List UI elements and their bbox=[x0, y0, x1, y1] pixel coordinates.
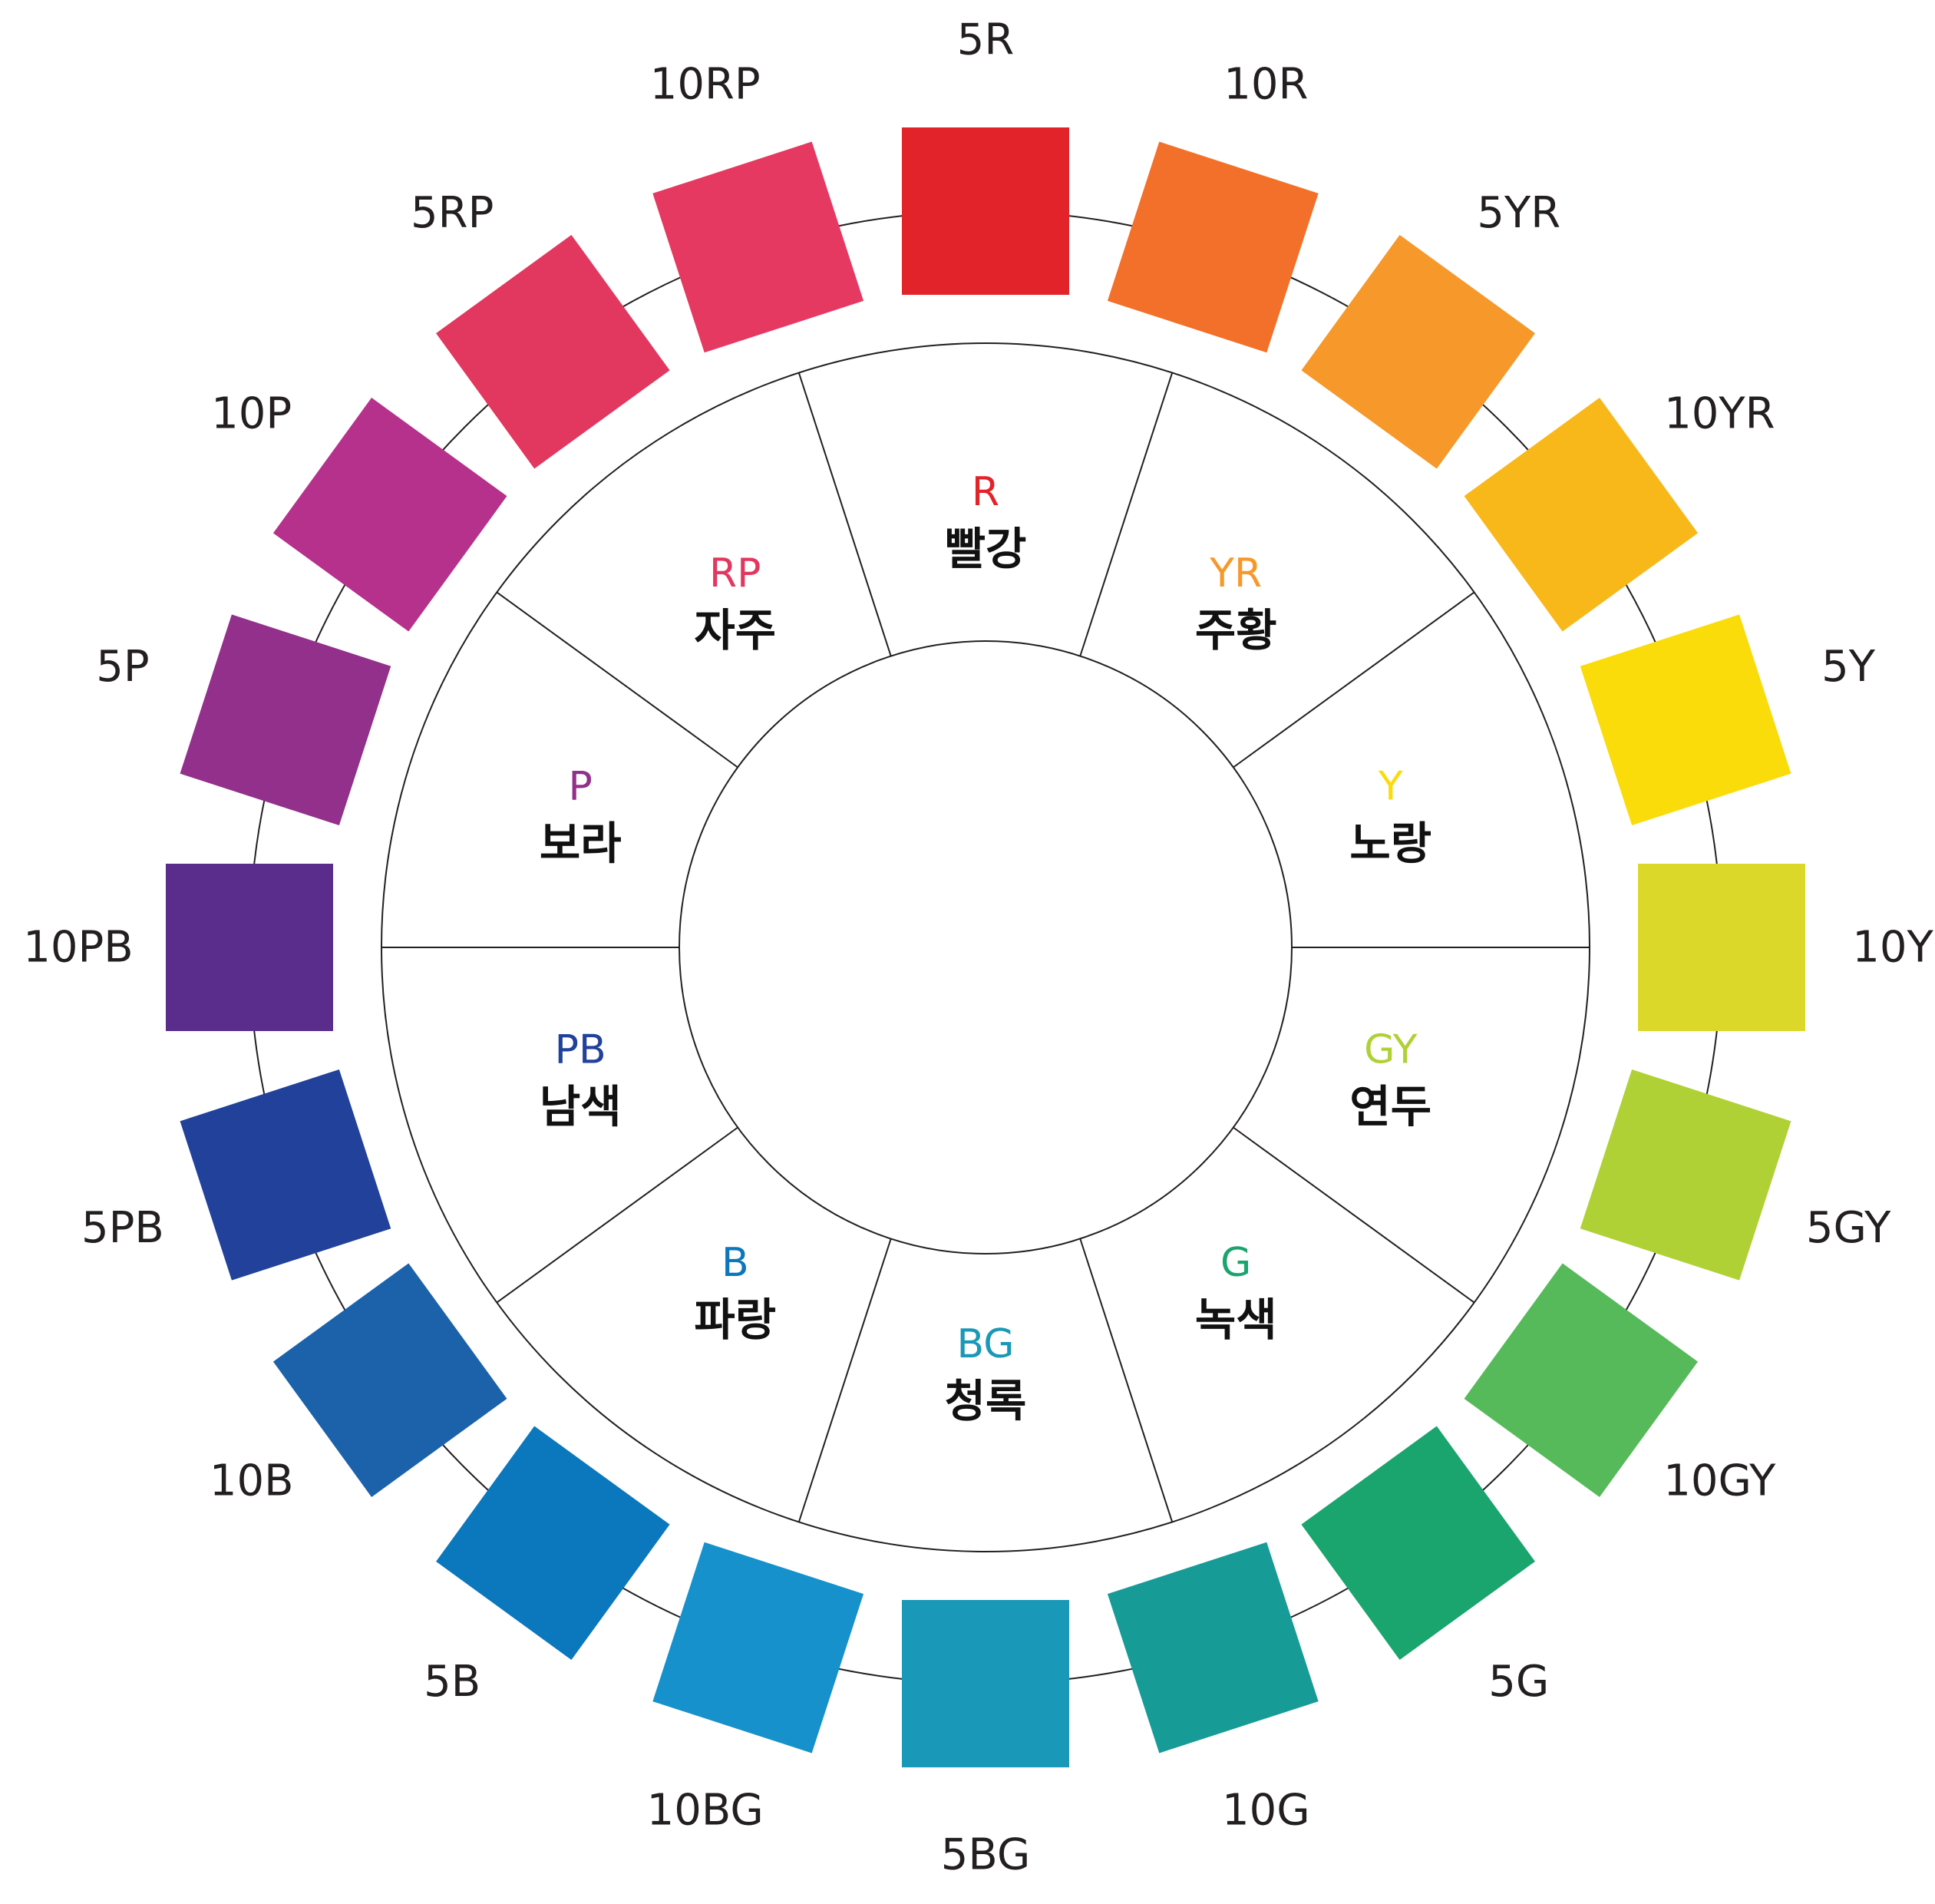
sector-code: GY bbox=[1364, 1027, 1418, 1073]
sector-code: P bbox=[569, 764, 593, 810]
sector-code: Y bbox=[1378, 764, 1403, 810]
swatch-label: 10GY bbox=[1663, 1456, 1776, 1506]
swatch-5bg bbox=[902, 1600, 1069, 1767]
swatch-label: 5PB bbox=[81, 1203, 164, 1253]
sector-name: 자주 bbox=[694, 604, 776, 656]
swatch-label: 5Y bbox=[1821, 642, 1876, 692]
swatch-label: 5RP bbox=[411, 188, 494, 238]
sector-name: 녹색 bbox=[1195, 1294, 1277, 1346]
swatch-10y bbox=[1638, 864, 1805, 1031]
swatch-label: 5GY bbox=[1806, 1203, 1891, 1253]
swatch-5r bbox=[902, 127, 1069, 295]
swatch-10rp bbox=[652, 141, 864, 353]
sector-name: 파랑 bbox=[694, 1294, 776, 1346]
swatch-10b bbox=[272, 1263, 507, 1497]
swatch-5yr bbox=[1301, 234, 1535, 469]
sector-divider bbox=[1233, 1126, 1475, 1304]
swatch-5p bbox=[180, 614, 391, 826]
swatch-label: 5P bbox=[96, 642, 149, 692]
sector-code: BG bbox=[956, 1321, 1014, 1367]
swatch-5pb bbox=[180, 1069, 391, 1281]
sector-code: B bbox=[721, 1240, 749, 1286]
sector-divider bbox=[1079, 1238, 1174, 1522]
sector-dividers bbox=[381, 372, 1590, 1522]
swatch-10gy bbox=[1464, 1263, 1699, 1497]
sector-divider bbox=[496, 591, 738, 769]
sector-code: RP bbox=[709, 550, 761, 597]
sector-divider bbox=[496, 1126, 738, 1304]
sector-name: 연두 bbox=[1349, 1081, 1431, 1133]
sector-name: 남색 bbox=[540, 1081, 622, 1133]
swatch-10pb bbox=[166, 864, 333, 1031]
sector-ring-inner bbox=[679, 640, 1293, 1254]
swatch-label: 5B bbox=[424, 1657, 480, 1707]
sector-code: YR bbox=[1209, 550, 1262, 597]
swatch-10p bbox=[272, 398, 507, 632]
swatch-label: 10G bbox=[1222, 1786, 1310, 1836]
swatch-label: 10Y bbox=[1852, 923, 1933, 973]
sector-divider bbox=[1079, 372, 1174, 656]
sector-code: PB bbox=[555, 1027, 606, 1073]
swatch-label: 5YR bbox=[1477, 188, 1560, 238]
sector-divider bbox=[797, 1238, 892, 1522]
swatch-label: 10B bbox=[210, 1456, 294, 1506]
swatch-label: 5BG bbox=[941, 1830, 1030, 1880]
sector-name: 보라 bbox=[540, 818, 622, 870]
sector-labels: R 빨강 YR 주황 Y 노랑 GY 연두 G 녹색 BG 청록 B 파랑 PB 남색 P 보라 RP 자주 bbox=[540, 469, 1431, 1427]
sector-name: 빨강 bbox=[945, 523, 1027, 575]
swatch-label: 5R bbox=[957, 15, 1015, 65]
swatch-5gy bbox=[1580, 1069, 1791, 1281]
sector-name: 노랑 bbox=[1349, 818, 1431, 870]
hue-swatches: 5R10R5YR10YR5Y10Y5GY10GY5G10G5BG10BG5B10… bbox=[23, 15, 1933, 1880]
swatch-label: 10P bbox=[211, 389, 292, 439]
sector-code: R bbox=[972, 469, 999, 515]
swatch-10bg bbox=[652, 1542, 864, 1754]
sector-divider bbox=[797, 372, 892, 656]
sector-divider bbox=[1233, 591, 1475, 769]
swatch-label: 10YR bbox=[1664, 389, 1775, 439]
swatch-10r bbox=[1107, 141, 1319, 353]
swatch-label: 5G bbox=[1488, 1657, 1549, 1707]
swatch-5y bbox=[1580, 614, 1791, 826]
swatch-10g bbox=[1107, 1542, 1319, 1754]
swatch-label: 10PB bbox=[23, 923, 133, 973]
swatch-5g bbox=[1301, 1426, 1535, 1661]
sector-code: G bbox=[1220, 1240, 1251, 1286]
swatch-label: 10RP bbox=[650, 59, 761, 109]
swatch-label: 10R bbox=[1223, 59, 1308, 109]
swatch-5rp bbox=[436, 234, 670, 469]
sector-name: 주황 bbox=[1195, 604, 1277, 656]
sector-name: 청록 bbox=[945, 1375, 1027, 1427]
swatch-label: 10BG bbox=[647, 1786, 764, 1836]
swatch-5b bbox=[436, 1426, 670, 1661]
swatch-10yr bbox=[1464, 398, 1699, 632]
